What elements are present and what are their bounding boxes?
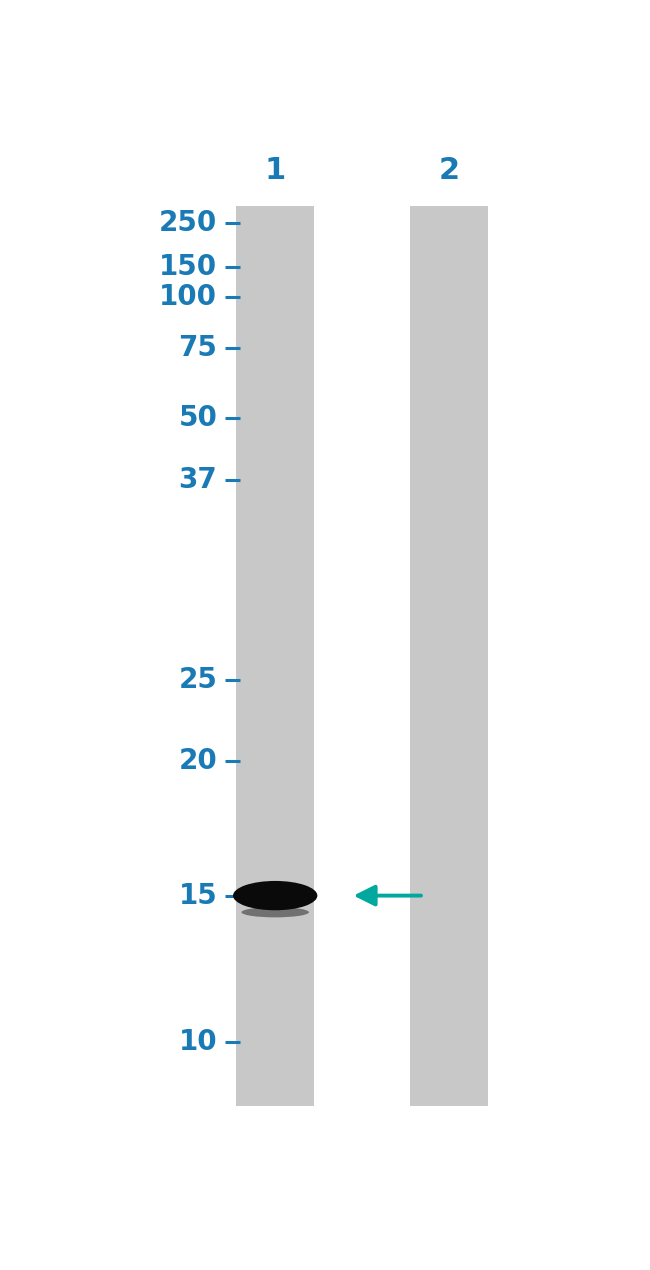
Text: 100: 100 bbox=[159, 283, 217, 311]
Text: 250: 250 bbox=[159, 208, 217, 236]
Text: 2: 2 bbox=[438, 156, 460, 184]
Text: 37: 37 bbox=[179, 466, 217, 494]
Bar bbox=[410, 206, 488, 1106]
Ellipse shape bbox=[233, 881, 317, 911]
Text: 25: 25 bbox=[178, 667, 217, 695]
Text: 75: 75 bbox=[178, 334, 217, 362]
Text: 150: 150 bbox=[159, 253, 217, 281]
Text: 20: 20 bbox=[179, 747, 217, 775]
Ellipse shape bbox=[241, 907, 309, 917]
Text: 15: 15 bbox=[179, 881, 217, 909]
Text: 50: 50 bbox=[178, 404, 217, 432]
Text: 1: 1 bbox=[265, 156, 286, 184]
Text: 10: 10 bbox=[179, 1029, 217, 1057]
Bar bbox=[236, 206, 314, 1106]
